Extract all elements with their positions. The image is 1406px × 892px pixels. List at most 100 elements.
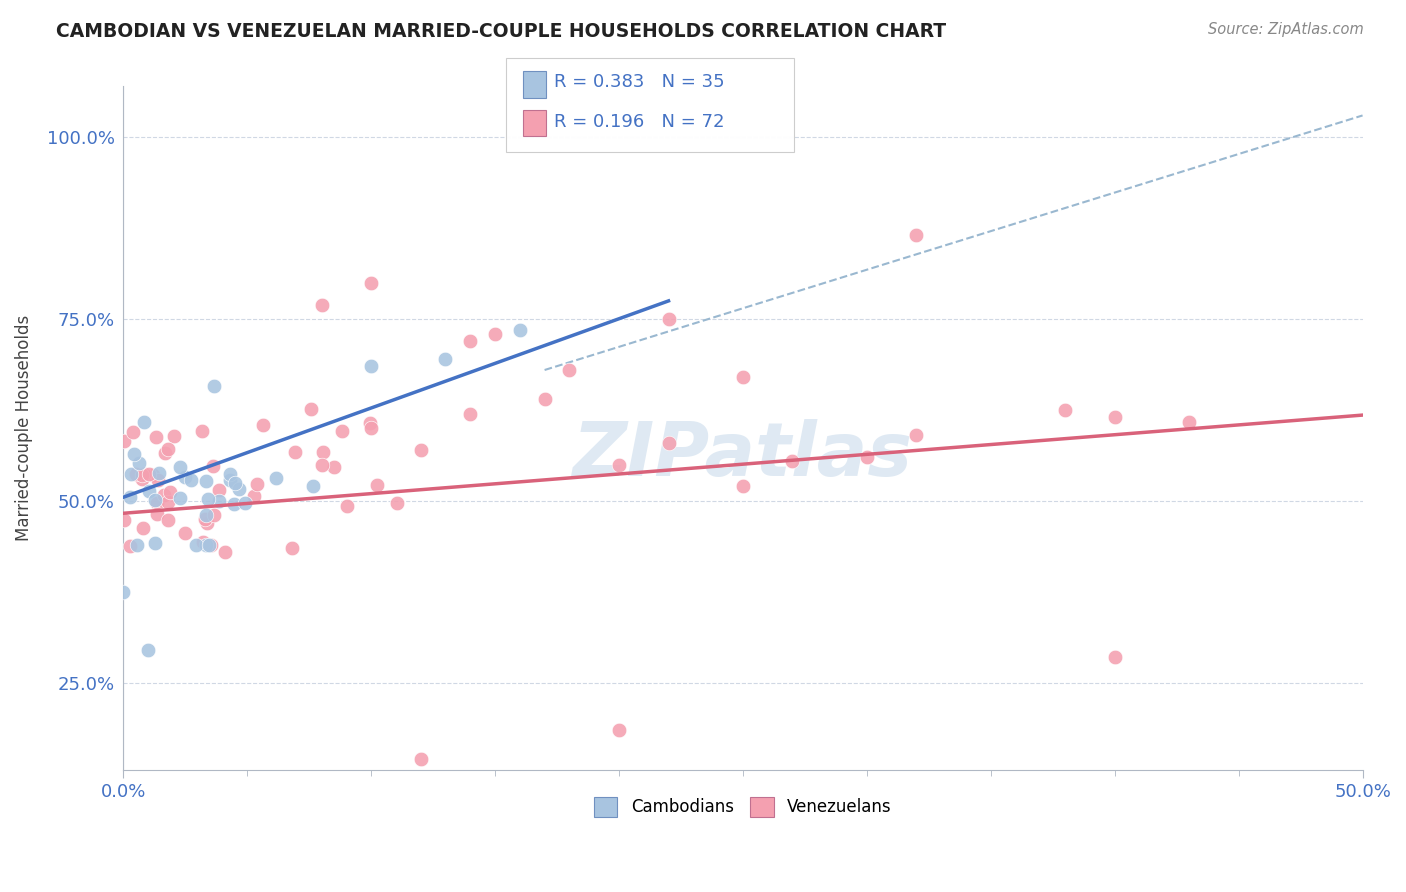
Point xyxy=(184,537,207,551)
Point xyxy=(218,467,240,482)
Point xyxy=(195,474,218,488)
Point xyxy=(208,494,231,508)
Text: R = 0.383   N = 35: R = 0.383 N = 35 xyxy=(554,73,724,91)
Point xyxy=(311,458,333,472)
Point xyxy=(434,352,457,367)
Point xyxy=(533,392,555,406)
Point xyxy=(312,445,335,459)
Text: CAMBODIAN VS VENEZUELAN MARRIED-COUPLE HOUSEHOLDS CORRELATION CHART: CAMBODIAN VS VENEZUELAN MARRIED-COUPLE H… xyxy=(56,22,946,41)
Point xyxy=(359,417,381,431)
Point xyxy=(458,407,481,421)
Point xyxy=(122,425,145,439)
Point xyxy=(1104,650,1126,665)
Point xyxy=(169,491,191,506)
Point xyxy=(201,458,224,473)
Point xyxy=(197,537,219,551)
Point xyxy=(131,472,153,486)
Point xyxy=(125,467,148,481)
Point xyxy=(131,468,153,483)
Point xyxy=(366,478,388,492)
Point xyxy=(146,496,169,510)
Point xyxy=(311,297,333,311)
Point xyxy=(360,421,382,435)
Point xyxy=(336,499,359,513)
Point xyxy=(148,466,170,480)
Point xyxy=(264,470,287,484)
Point xyxy=(202,508,225,523)
Y-axis label: Married-couple Households: Married-couple Households xyxy=(15,315,32,541)
Point xyxy=(156,495,179,509)
Text: ZIPatlas: ZIPatlas xyxy=(572,419,912,492)
Point xyxy=(120,467,142,481)
Point xyxy=(195,537,218,551)
Point xyxy=(509,323,531,337)
Point xyxy=(156,442,179,456)
Point xyxy=(155,446,177,460)
Point xyxy=(143,492,166,507)
Point xyxy=(138,467,160,481)
Point xyxy=(112,513,135,527)
Point xyxy=(118,539,141,553)
Point xyxy=(163,428,186,442)
Point xyxy=(128,456,150,470)
Point xyxy=(731,370,754,384)
Point xyxy=(558,363,581,377)
Point xyxy=(191,424,214,438)
Point xyxy=(180,473,202,487)
Point xyxy=(246,477,269,491)
Point xyxy=(302,478,325,492)
Point xyxy=(143,535,166,549)
Point xyxy=(197,491,219,506)
Point xyxy=(195,508,218,523)
Point xyxy=(252,418,274,433)
Point xyxy=(330,424,353,438)
Point xyxy=(112,584,135,599)
Point xyxy=(153,488,176,502)
Point xyxy=(782,454,804,468)
Point xyxy=(1054,403,1077,417)
Point xyxy=(228,482,250,496)
Point xyxy=(214,545,236,559)
Point xyxy=(145,507,167,521)
Point xyxy=(159,484,181,499)
Point xyxy=(195,516,218,530)
Point xyxy=(157,513,180,527)
Point xyxy=(202,378,225,392)
Text: R = 0.196   N = 72: R = 0.196 N = 72 xyxy=(554,113,724,131)
Point xyxy=(731,479,754,493)
Point xyxy=(122,447,145,461)
Point xyxy=(118,490,141,504)
Point xyxy=(142,468,165,483)
Point xyxy=(145,430,167,444)
Point xyxy=(132,467,155,482)
Point xyxy=(360,359,382,374)
Point xyxy=(281,541,304,555)
Point xyxy=(458,334,481,348)
Point xyxy=(169,459,191,474)
Text: Source: ZipAtlas.com: Source: ZipAtlas.com xyxy=(1208,22,1364,37)
Point xyxy=(409,442,432,457)
Point xyxy=(299,401,322,416)
Point xyxy=(607,458,630,472)
Point xyxy=(112,434,135,448)
Point xyxy=(1178,415,1201,429)
Point xyxy=(219,473,242,487)
Point xyxy=(224,476,246,491)
Point xyxy=(657,435,679,450)
Point xyxy=(134,415,156,429)
Point xyxy=(409,752,432,766)
Legend: Cambodians, Venezuelans: Cambodians, Venezuelans xyxy=(588,790,898,823)
Point xyxy=(148,473,170,487)
Point xyxy=(174,470,197,484)
Point xyxy=(208,483,231,498)
Point xyxy=(174,526,197,541)
Point xyxy=(607,723,630,737)
Point xyxy=(322,460,344,475)
Point xyxy=(138,483,160,498)
Point xyxy=(385,496,408,510)
Point xyxy=(222,497,245,511)
Point xyxy=(127,537,149,551)
Point xyxy=(905,228,928,243)
Point xyxy=(484,326,506,341)
Point xyxy=(905,428,928,442)
